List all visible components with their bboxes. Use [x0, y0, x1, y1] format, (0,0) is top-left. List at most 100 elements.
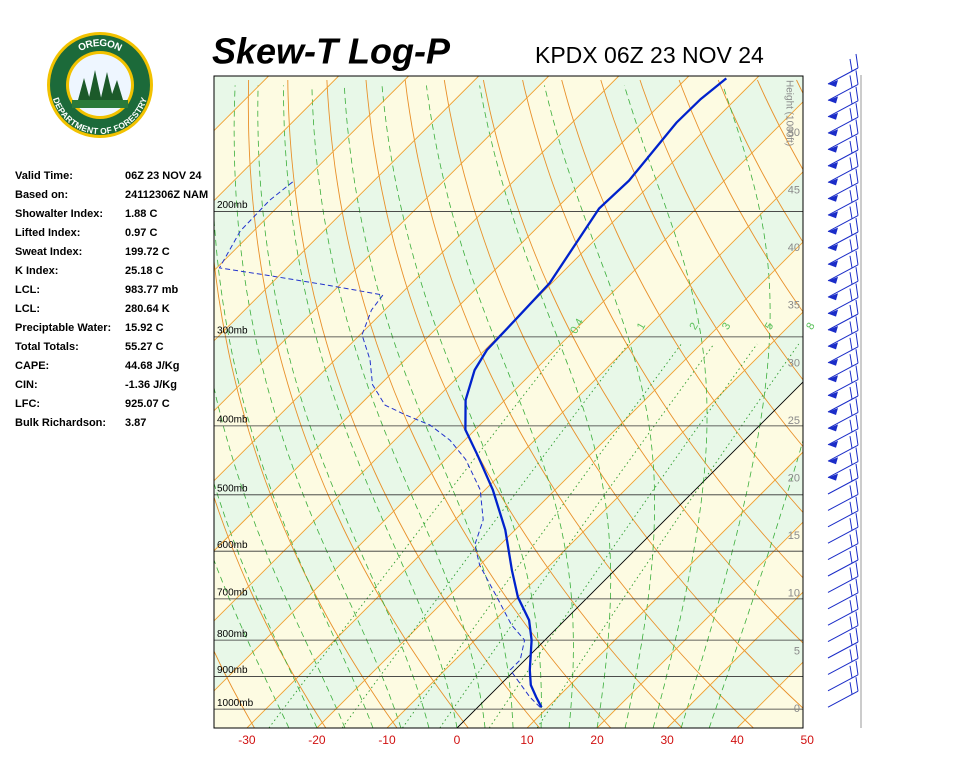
wind-pennant	[828, 342, 838, 350]
x-tick-label: 50	[801, 733, 815, 747]
wind-pennant	[828, 358, 838, 366]
isotherm-band	[877, 76, 960, 728]
y2-tick-label: 0	[794, 703, 800, 715]
dry-adiabat	[717, 79, 803, 243]
wind-pennant	[828, 96, 838, 104]
dry-adiabat	[561, 79, 803, 514]
stat-label: Valid Time:	[15, 170, 73, 182]
wind-pennant	[828, 457, 838, 465]
chart-title: Skew-T Log-P	[212, 31, 451, 72]
wind-barb	[827, 283, 859, 315]
dry-adiabat	[247, 79, 469, 728]
isotherm	[214, 76, 760, 622]
wind-barb	[827, 250, 859, 282]
wind-barb	[827, 447, 859, 479]
wind-barb	[827, 611, 859, 643]
y-tick-label: 800mb	[217, 629, 248, 640]
moist-adiabat	[343, 85, 514, 728]
stat-label: LCL:	[15, 284, 40, 296]
moist-adiabat	[214, 85, 374, 728]
stat-label: Sweat Index:	[15, 246, 82, 258]
mixing-ratio-line	[439, 343, 715, 728]
wind-barb	[827, 627, 859, 659]
moist-adiabat	[283, 85, 458, 728]
isotherm	[526, 451, 803, 728]
dry-adiabat	[326, 79, 612, 728]
dry-adiabat	[404, 79, 754, 728]
stat-value: 983.77 mb	[125, 284, 178, 296]
dry-adiabat	[287, 79, 540, 728]
wind-barb	[827, 267, 859, 298]
y2-tick-label: 40	[788, 242, 800, 254]
moist-adiabat	[708, 439, 803, 728]
y2-tick-label: 20	[788, 473, 800, 485]
mixing-ratio-line	[341, 343, 629, 728]
wind-pennant	[828, 293, 838, 301]
stat-value: 25.18 C	[125, 265, 164, 277]
moist-adiabat	[680, 85, 771, 728]
stat-value: 06Z 23 NOV 24	[125, 170, 202, 182]
moist-adiabat	[214, 558, 290, 728]
wind-barbs	[827, 53, 859, 708]
isotherm	[316, 241, 803, 728]
mixing-ratio-line	[488, 343, 758, 728]
wind-pennant	[828, 129, 838, 137]
wind-pennant	[828, 276, 838, 284]
x-tick-label: -30	[238, 733, 256, 747]
stats-panel: Valid Time: 06Z 23 NOV 24 Based on: 2411230…	[15, 170, 208, 429]
isotherm	[214, 76, 550, 412]
moist-adiabat	[257, 85, 430, 728]
profile-line	[464, 77, 728, 708]
x-tick-label: 0	[454, 733, 461, 747]
wind-pennant	[828, 391, 838, 399]
y2-tick-label: 50	[788, 127, 800, 139]
wind-pennant	[828, 309, 838, 317]
moist-adiabat	[623, 85, 708, 728]
stat-value: -1.36 J/Kg	[125, 379, 177, 391]
wind-barb	[827, 152, 859, 183]
y2-tick-label: 25	[788, 415, 800, 427]
mixing-ratio-label: 5	[763, 321, 776, 332]
y2-axis-title: Height (1000ft)	[783, 80, 794, 146]
wind-barb	[827, 677, 859, 708]
wind-barb	[827, 644, 859, 675]
stat-value: 15.92 C	[125, 322, 164, 334]
plot-overlay: 0.4 1 2 3 5 81000mb900mb800mb700mb600mb500mb4…	[217, 80, 818, 715]
y-tick-label: 200mb	[217, 200, 248, 211]
wind-pennant	[828, 178, 838, 186]
wind-barb	[827, 414, 859, 446]
moist-adiabat	[381, 85, 542, 728]
stat-label: CAPE:	[15, 360, 49, 372]
wind-barb	[827, 332, 859, 364]
x-tick-label: 30	[660, 733, 674, 747]
isotherm	[214, 76, 690, 552]
mixing-ratio-label: 1	[635, 321, 648, 332]
stat-value: 280.64 K	[125, 303, 170, 315]
dry-adiabat	[443, 79, 803, 709]
dry-adiabat	[482, 79, 803, 644]
wind-pennant	[828, 112, 838, 120]
wind-pennant	[828, 211, 838, 219]
wind-pennant	[828, 375, 838, 383]
dry-adiabat	[953, 80, 960, 728]
wind-barb	[827, 53, 859, 85]
isotherm	[214, 76, 480, 342]
y2-tick-label: 10	[788, 588, 800, 600]
isotherm	[386, 311, 803, 728]
wind-barb	[827, 529, 859, 561]
isotherm	[666, 591, 803, 728]
wind-barb	[827, 496, 859, 528]
dry-adiabat	[678, 79, 803, 313]
moist-adiabat	[233, 85, 402, 728]
dry-adiabat	[214, 495, 327, 728]
wind-barb	[827, 562, 859, 593]
y2-tick-label: 45	[788, 185, 800, 197]
logo-trees	[78, 70, 123, 102]
wind-barb	[827, 103, 859, 134]
stat-label: Lifted Index:	[15, 227, 80, 239]
y2-tick-label: 15	[788, 530, 800, 542]
x-tick-label: 10	[520, 733, 534, 747]
y2-tick-label: 5	[794, 645, 800, 657]
stat-label: LCL:	[15, 303, 40, 315]
